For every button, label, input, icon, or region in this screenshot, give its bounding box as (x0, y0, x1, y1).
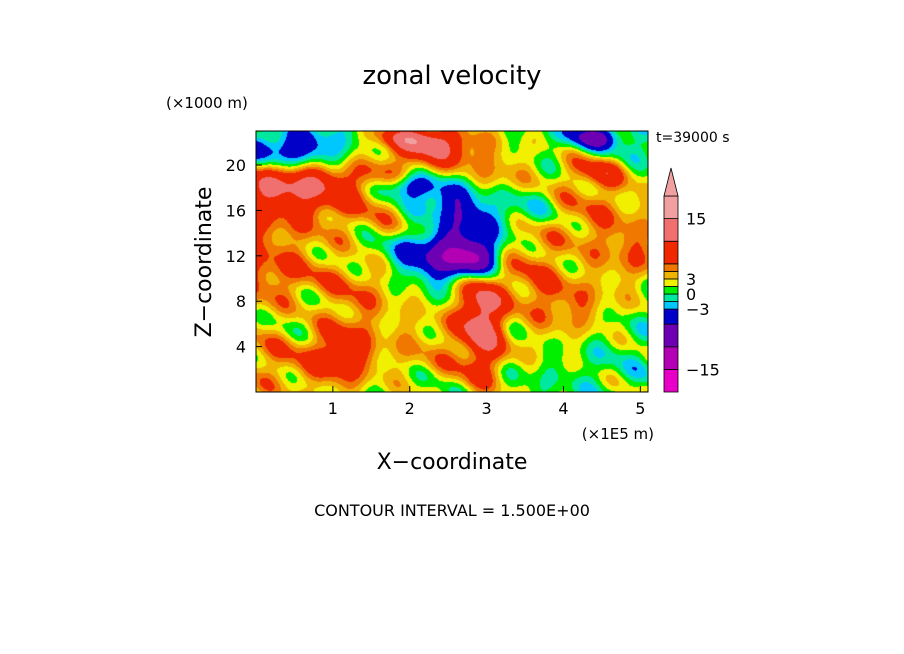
x-axis-ticks: 1 2 3 4 5 (328, 386, 645, 418)
x-tick-label: 1 (328, 399, 338, 418)
velocity-field (256, 131, 648, 392)
colorbar-tick-label: 15 (686, 210, 706, 229)
y-unit-label: (×1000 m) (166, 94, 248, 112)
y-tick-label: 8 (236, 292, 246, 311)
colorbar-band (663, 293, 679, 302)
y-axis-label: Z−coordinate (192, 187, 217, 338)
x-tick-label: 2 (405, 399, 415, 418)
y-axis-ticks: 4 8 12 16 20 (226, 156, 262, 357)
colorbar-band (663, 286, 679, 295)
colorbar-tick-label: 3 (686, 270, 696, 289)
plot-area (255, 130, 649, 393)
colorbar-band (663, 263, 679, 272)
colorbar-band (663, 346, 679, 370)
colorbar-tick-label: −15 (686, 360, 720, 379)
x-tick-label: 4 (558, 399, 568, 418)
y-tick-label: 16 (226, 201, 246, 220)
colorbar-tick-label: 0 (686, 285, 696, 304)
colorbar-band (663, 195, 679, 220)
time-label: t=39000 s (656, 130, 730, 146)
colorbar-band (663, 270, 679, 280)
colorbar-band (663, 323, 679, 348)
y-tick-label: 4 (236, 338, 246, 357)
colorbar-band (663, 368, 679, 393)
colorbar-band (663, 218, 679, 242)
colorbar-band (663, 308, 679, 325)
x-unit-label: (×1E5 m) (582, 425, 654, 443)
colorbar-band (663, 301, 679, 310)
colorbar-extend-arrow (663, 167, 679, 197)
x-tick-label: 3 (481, 399, 491, 418)
plot-frame (255, 130, 649, 393)
y-tick-label: 12 (226, 247, 246, 266)
x-axis-label: X−coordinate (377, 450, 528, 475)
colorbar: 15 30−3 −15 (663, 167, 720, 393)
x-tick-label: 5 (635, 399, 645, 418)
chart-title: zonal velocity (362, 61, 541, 91)
y-tick-label: 20 (226, 156, 246, 175)
colorbar-band (663, 278, 679, 287)
contour-interval-label: CONTOUR INTERVAL = 1.500E+00 (314, 501, 590, 520)
colorbar-band (663, 240, 679, 265)
colorbar-tick-label: −3 (686, 300, 710, 319)
